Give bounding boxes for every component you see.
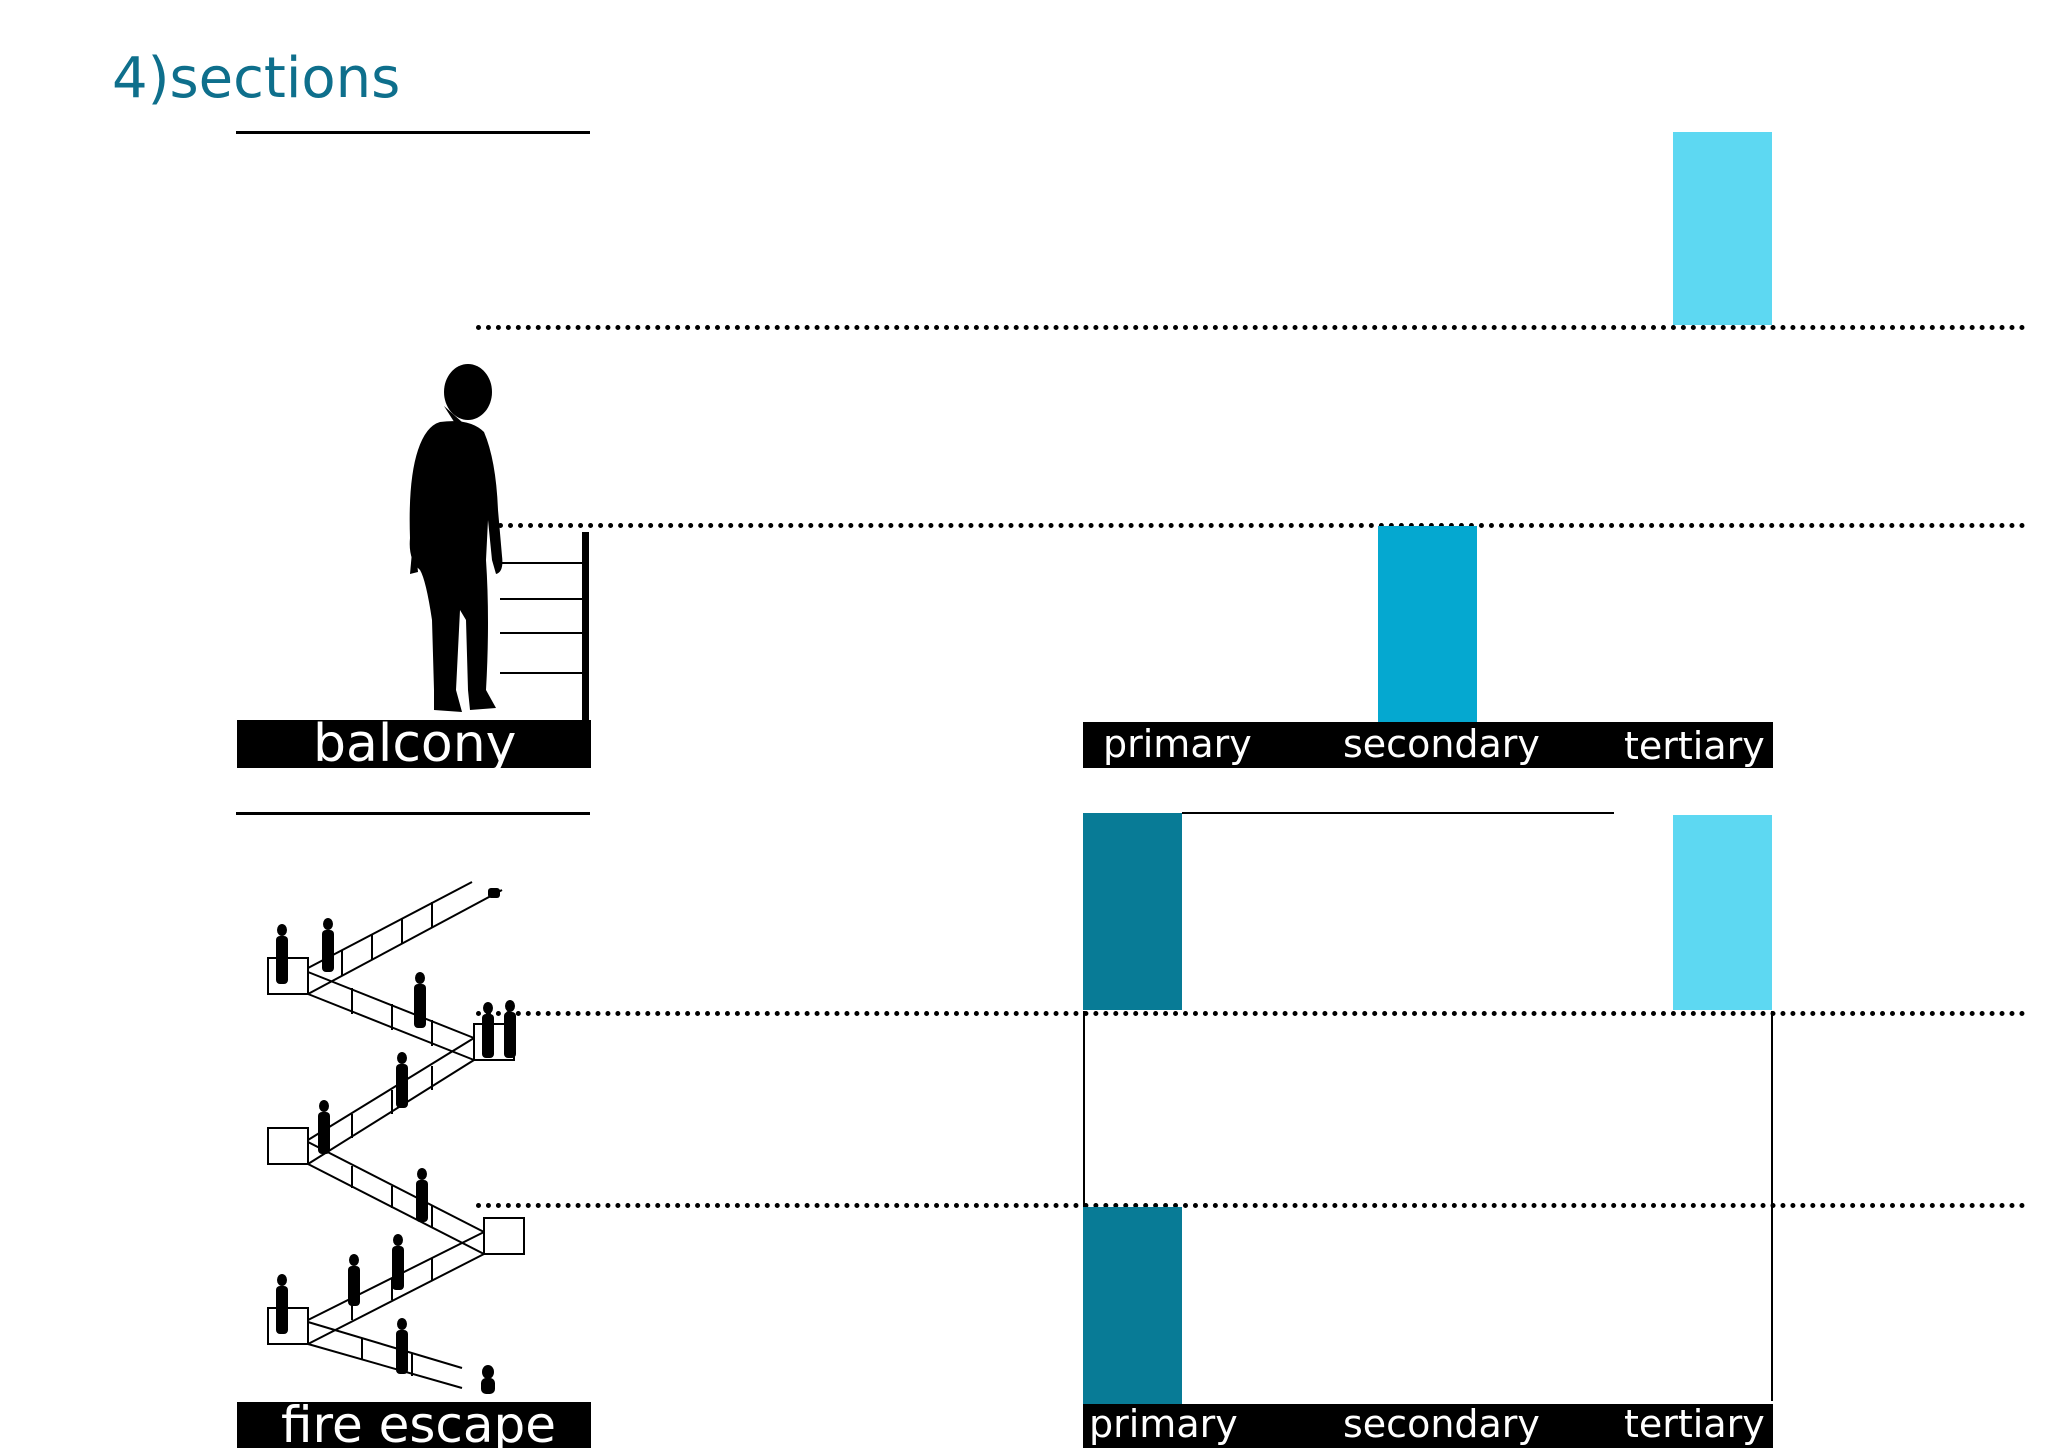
balcony-lower-level-line: [498, 523, 2026, 528]
balcony-top-rule: [236, 131, 590, 134]
balcony-railing-post: [582, 532, 589, 724]
balcony-railing-bar: [500, 632, 582, 634]
person-silhouette-icon: [409, 364, 503, 712]
balcony-railing-bar: [500, 562, 582, 564]
balcony-railing-bar: [500, 598, 582, 600]
balcony-label-bar: balcony: [237, 714, 591, 774]
fire-escape-levels-bar: primary secondary tertiary: [1083, 1402, 1773, 1448]
fire-escape-lower-level-line: [476, 1203, 2026, 1208]
fire-escape-top-rule: [236, 812, 590, 815]
fire-escape-box-right: [1771, 1011, 1773, 1401]
fire-escape-top-line: [1182, 812, 1614, 814]
balcony-upper-level-line: [476, 325, 2026, 330]
balcony-secondary-block: [1378, 526, 1477, 724]
page-title: 4)sections: [112, 46, 401, 111]
balcony-level-secondary: secondary: [1343, 722, 1540, 766]
fire-escape-label: fire escape: [281, 1396, 557, 1454]
fire-escape-primary-block-lower: [1083, 1207, 1182, 1404]
fire-escape-level-primary: primary: [1089, 1402, 1238, 1446]
fire-escape-level-tertiary: tertiary: [1624, 1402, 1765, 1446]
fire-escape-label-bar: fire escape: [237, 1396, 591, 1454]
fire-escape-primary-block-upper: [1083, 813, 1182, 1010]
fire-escape-level-secondary: secondary: [1343, 1402, 1540, 1446]
balcony-levels-bar: primary secondary tertiary: [1083, 722, 1773, 768]
fire-escape-box-left: [1083, 1011, 1085, 1401]
fire-escape-tertiary-block: [1673, 815, 1772, 1010]
balcony-railing-bar: [500, 672, 582, 674]
balcony-level-tertiary: tertiary: [1624, 724, 1765, 768]
balcony-level-primary: primary: [1103, 722, 1252, 766]
balcony-label: balcony: [313, 714, 517, 774]
fire-escape-stairs-illustration: [267, 881, 525, 1394]
fire-escape-upper-level-line: [476, 1011, 2026, 1016]
balcony-tertiary-block: [1673, 132, 1772, 325]
